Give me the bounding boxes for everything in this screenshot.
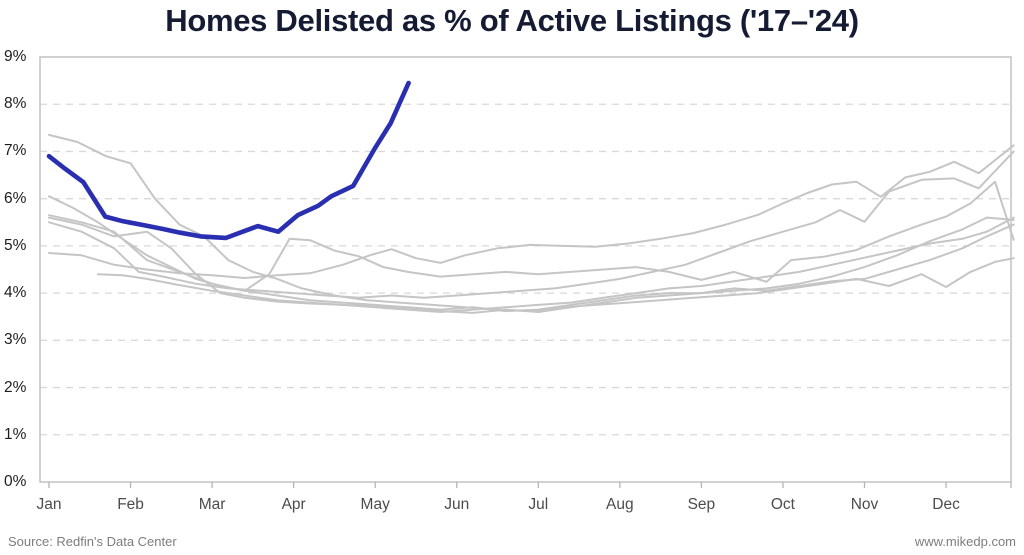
x-axis-label: Feb	[117, 496, 144, 513]
y-axis-label: 0%	[4, 473, 27, 490]
y-axis-label: 2%	[4, 378, 27, 396]
x-axis-label: Jun	[444, 496, 470, 513]
plot-border	[39, 56, 1012, 483]
series-line-2022	[48, 144, 1015, 279]
x-axis-label: Mar	[198, 496, 226, 513]
y-axis-label: 3%	[4, 331, 27, 349]
x-axis-label: Sep	[687, 496, 716, 513]
x-axis-label: Nov	[850, 496, 879, 513]
x-axis-label: Jul	[528, 496, 549, 513]
series-line-2021	[48, 133, 1015, 313]
source-attribution: Source: Redfin's Data Center	[8, 534, 177, 549]
series-line-2020	[48, 180, 1015, 292]
series-line-2024	[46, 80, 411, 241]
x-axis-label: Oct	[770, 496, 795, 513]
series-line-2023	[48, 150, 1015, 299]
x-axis-label: Jan	[36, 496, 62, 513]
y-axis-label: 1%	[4, 425, 27, 443]
x-axis-label: Apr	[281, 496, 306, 513]
x-axis-label: May	[360, 496, 390, 513]
series-line-2019	[48, 214, 1015, 313]
website-attribution: www.mikedp.com	[914, 534, 1016, 549]
y-axis-label: 7%	[4, 142, 27, 160]
series-line-2017	[96, 216, 1015, 313]
y-axis-label: 9%	[4, 48, 27, 65]
y-axis-label: 4%	[4, 284, 27, 302]
y-axis-label: 5%	[4, 236, 27, 254]
chart-title: Homes Delisted as % of Active Listings (…	[165, 3, 859, 38]
x-axis-label: Aug	[606, 496, 634, 513]
y-axis-label: 8%	[4, 95, 27, 113]
x-axis-label: Dec	[932, 496, 960, 513]
y-axis-label: 6%	[4, 189, 27, 207]
